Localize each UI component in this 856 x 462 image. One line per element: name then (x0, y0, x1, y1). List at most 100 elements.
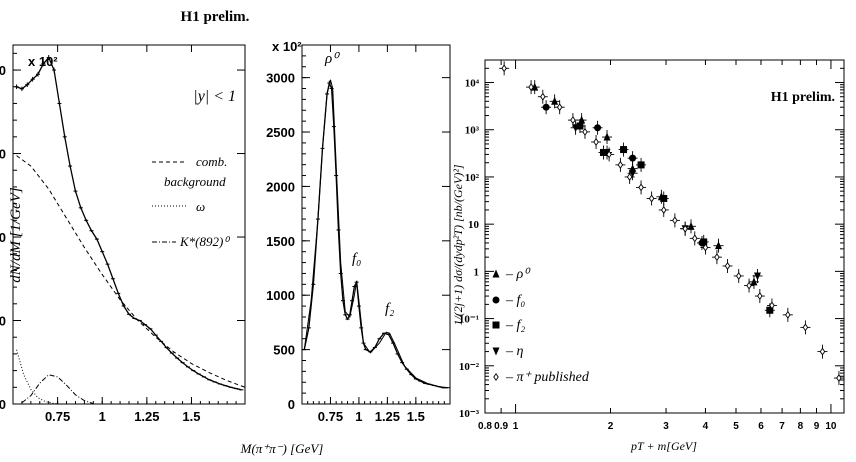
marker (714, 253, 720, 262)
y-tick-label: 10² (465, 172, 480, 184)
x-tick-label: 2 (608, 421, 614, 432)
fit-curve (16, 56, 242, 391)
marker (629, 169, 637, 178)
marker (802, 323, 809, 332)
marker (551, 96, 559, 105)
legend-label: – f₂ (505, 318, 525, 333)
figure-title: H1 prelim. (181, 9, 250, 25)
marker (702, 243, 709, 252)
marker (637, 161, 645, 169)
y-tick-label: 10⁻³ (459, 408, 480, 420)
marker (540, 92, 546, 101)
marker (692, 234, 698, 243)
y-tick-label: 10⁴ (465, 78, 480, 90)
marker (501, 64, 507, 73)
middle-panel: 0.75 1 1.25 1.5 0 500 1000 1500 2000 2500 3000 x 10… (266, 39, 451, 424)
marker (754, 272, 762, 281)
legend-label: – η (505, 344, 524, 359)
y-tick-label: 10³ (465, 125, 480, 137)
x-tick-label: 1.25 (134, 409, 159, 424)
y-tick-label: 10⁻² (459, 361, 480, 373)
x-tick-label: 0.75 (318, 409, 343, 424)
marker (757, 292, 763, 301)
left-panel: 0.75 1 1.25 1.5 0 2000 4000 6000 8000 x 10² |y| < … (0, 44, 246, 424)
marker (542, 103, 550, 111)
x-tick-label: 10 (825, 421, 837, 432)
marker (785, 310, 791, 319)
marker (531, 82, 539, 91)
plot-frame (301, 44, 451, 405)
x-tick-label: 0.9 (494, 421, 508, 432)
marker (750, 277, 758, 286)
x-axis-label: pT + m[GeV] (630, 439, 697, 453)
x-tick-label: 1 (355, 409, 362, 424)
marker (606, 150, 612, 159)
x-tick-label: 1 (99, 409, 106, 424)
y-tick-label: 2000 (266, 179, 295, 194)
marker (493, 373, 499, 381)
marker (620, 146, 628, 154)
legend-label: – π⁺ published (505, 370, 590, 385)
marker (576, 122, 584, 130)
y-tick-label: 2500 (266, 125, 295, 140)
series-line (16, 349, 60, 405)
peak-label: f₀ (352, 251, 361, 267)
marker (593, 137, 599, 146)
y-tick-label: 8000 (0, 63, 6, 78)
marker (629, 154, 637, 162)
marker (660, 205, 667, 214)
x-tick-label: 3 (663, 421, 669, 432)
marker (556, 103, 563, 112)
marker (492, 269, 500, 278)
marker (492, 296, 500, 304)
legend-label: comb. (196, 154, 227, 169)
marker (603, 132, 611, 141)
marker (769, 301, 775, 310)
plot-frame (484, 59, 845, 414)
right-panel-title: H1 prelim. (771, 90, 835, 105)
y-tick-label: 0 (0, 397, 6, 412)
marker (735, 271, 742, 280)
x-tick-label: 1.5 (182, 409, 200, 424)
x-tick-label: 0.8 (478, 421, 492, 432)
series-line (303, 79, 448, 389)
y-tick-label: 0 (288, 397, 295, 412)
legend-label: background (164, 174, 226, 189)
x-tick-label: 9 (814, 421, 820, 432)
peak-label: f₂ (385, 301, 394, 317)
marker (528, 83, 534, 92)
legend-label: K*(892)⁰ (179, 234, 230, 249)
x-tick-label: 1.5 (407, 409, 425, 424)
mass-axis-label: M(π⁺π⁻) [GeV] (240, 441, 324, 456)
marker (492, 347, 500, 356)
fit-curve (303, 80, 448, 389)
marker (648, 194, 655, 203)
legend-label: – f₀ (505, 293, 525, 308)
marker (766, 306, 774, 314)
x-tick-label: 8 (798, 421, 804, 432)
marker (572, 124, 580, 133)
y-tick-label: 3000 (266, 71, 295, 86)
marker (492, 321, 500, 329)
x-tick-label: 1.25 (375, 409, 400, 424)
marker (746, 281, 752, 290)
x-tick-label: 6 (758, 421, 764, 432)
marker (672, 216, 678, 225)
x-tick-label: 4 (703, 421, 709, 432)
y-axis-label: dN/dM [1/GeV] (8, 187, 24, 283)
y-axis-label: 1/(2j+1) dσ/(dydp²T) [nb/(GeV)²] (451, 164, 465, 326)
x-tick-label: 7 (779, 421, 785, 432)
marker (836, 374, 842, 383)
marker (682, 224, 688, 233)
x-tick-label: 1 (513, 421, 519, 432)
series-line (16, 155, 246, 388)
marker (700, 238, 708, 246)
marker (714, 241, 722, 250)
y-tick-label: 1 (474, 266, 480, 278)
marker (578, 115, 586, 124)
marker (687, 221, 695, 230)
y-tick-label: 1500 (266, 234, 295, 249)
marker (626, 172, 633, 181)
x-tick-label: 5 (733, 421, 739, 432)
